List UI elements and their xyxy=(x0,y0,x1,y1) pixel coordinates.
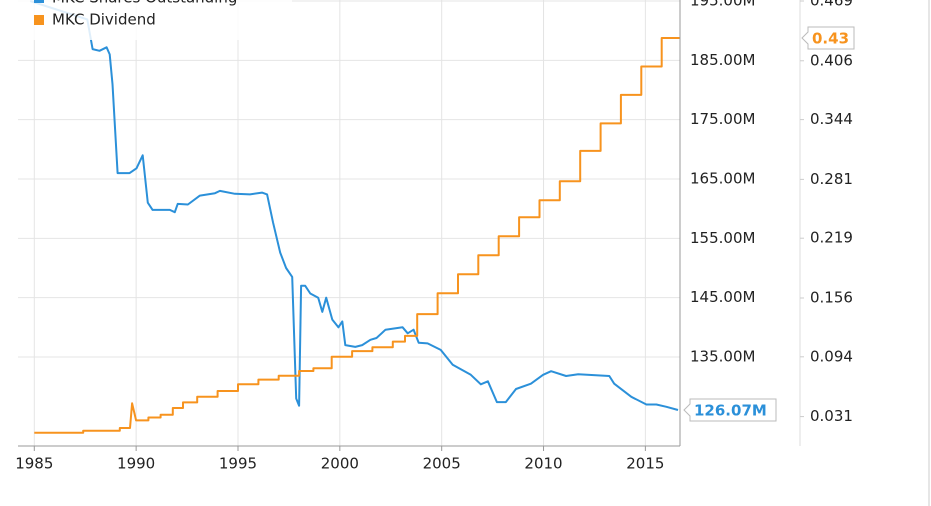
series-line xyxy=(29,0,679,411)
y2-tick-label: 0.469 xyxy=(810,0,853,10)
y2-tick-label: 0.281 xyxy=(810,170,853,188)
y-tick-label: 175.00M xyxy=(690,110,755,128)
y2-tick-label: 0.344 xyxy=(810,110,853,128)
series-lines xyxy=(29,0,680,434)
y2-tick-label: 0.156 xyxy=(810,288,853,306)
end-labels: 126.07M 0.43 xyxy=(683,26,855,422)
y-tick-label: 145.00M xyxy=(690,288,755,306)
y2-tick-label: 0.406 xyxy=(810,51,853,69)
y-tick-label: 155.00M xyxy=(690,229,755,247)
series-line xyxy=(34,37,680,434)
y2-tick-label: 0.219 xyxy=(810,229,853,247)
legend-label: MKC Dividend xyxy=(52,11,156,29)
x-tick-label: 1985 xyxy=(15,455,53,473)
x-tick-label: 2015 xyxy=(626,455,664,473)
end-label: 126.07M xyxy=(694,401,767,419)
end-label-box xyxy=(683,398,777,422)
y2-tick-label: 0.094 xyxy=(810,347,853,365)
legend-swatch xyxy=(34,0,44,3)
legend-swatch xyxy=(34,15,44,25)
end-label-box xyxy=(801,26,855,50)
x-tick-label: 2010 xyxy=(524,455,562,473)
x-tick-label: 1995 xyxy=(219,455,257,473)
y2-tick-label: 0.031 xyxy=(810,407,853,425)
legend-label: MKC Shares Outstanding xyxy=(52,0,237,7)
y-tick-label: 185.00M xyxy=(690,51,755,69)
y-tick-label: 195.00M xyxy=(690,0,755,10)
x-tick-label: 2000 xyxy=(321,455,359,473)
y-tick-label: 135.00M xyxy=(690,348,755,366)
end-label: 0.43 xyxy=(812,30,849,48)
y-tick-label: 165.00M xyxy=(690,170,755,188)
legend-box xyxy=(18,0,292,40)
x-tick-label: 1990 xyxy=(117,455,155,473)
x-tick-label: 2005 xyxy=(423,455,461,473)
legend: MKC Shares Outstanding MKC Dividend xyxy=(34,0,237,29)
plot-area xyxy=(18,0,680,446)
